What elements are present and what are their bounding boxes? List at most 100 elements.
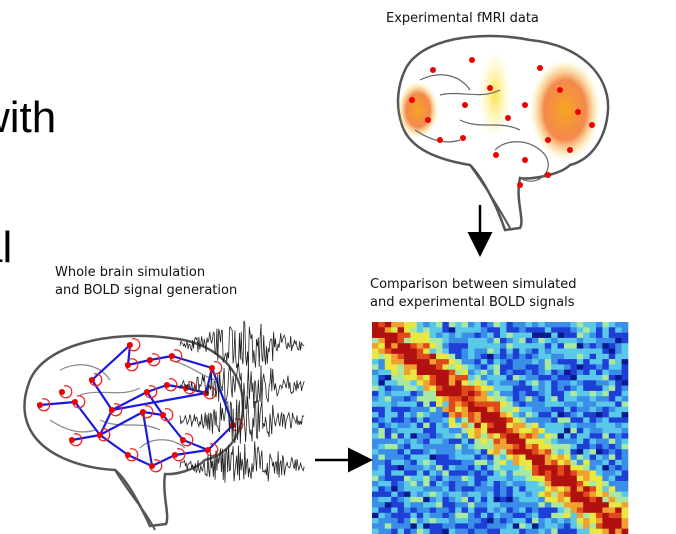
matrix-cell xyxy=(410,375,417,381)
matrix-cell xyxy=(449,333,456,339)
matrix-cell xyxy=(494,327,501,333)
matrix-cell xyxy=(609,359,616,365)
matrix-cell xyxy=(404,333,411,339)
matrix-cell xyxy=(500,407,507,413)
matrix-cell xyxy=(564,486,571,492)
matrix-cell xyxy=(558,349,565,355)
matrix-cell xyxy=(538,508,545,514)
matrix-cell xyxy=(558,412,565,418)
matrix-cell xyxy=(404,364,411,370)
matrix-cell xyxy=(622,402,629,408)
matrix-cell xyxy=(506,412,513,418)
matrix-cell xyxy=(590,359,597,365)
matrix-cell xyxy=(385,465,392,471)
matrix-cell xyxy=(423,349,430,355)
matrix-cell xyxy=(590,354,597,360)
matrix-cell xyxy=(513,508,520,514)
matrix-cell xyxy=(468,359,475,365)
matrix-cell xyxy=(538,439,545,445)
matrix-cell xyxy=(481,396,488,402)
matrix-cell xyxy=(570,465,577,471)
matrix-cell xyxy=(391,380,398,386)
matrix-cell xyxy=(519,428,526,434)
matrix-cell xyxy=(378,327,385,333)
matrix-cell xyxy=(417,343,424,349)
matrix-cell xyxy=(506,349,513,355)
matrix-cell xyxy=(506,428,513,434)
matrix-cell xyxy=(417,486,424,492)
matrix-cell xyxy=(506,338,513,344)
matrix-cell xyxy=(436,322,443,328)
matrix-cell xyxy=(583,370,590,376)
matrix-cell xyxy=(455,402,462,408)
matrix-cell xyxy=(545,380,552,386)
matrix-cell xyxy=(551,465,558,471)
matrix-cell xyxy=(398,402,405,408)
matrix-cell xyxy=(455,439,462,445)
matrix-cell xyxy=(487,523,494,529)
matrix-cell xyxy=(500,333,507,339)
matrix-cell xyxy=(500,423,507,429)
matrix-cell xyxy=(449,508,456,514)
matrix-cell xyxy=(506,370,513,376)
matrix-cell xyxy=(430,449,437,455)
matrix-cell xyxy=(481,423,488,429)
matrix-cell xyxy=(500,343,507,349)
matrix-cell xyxy=(462,370,469,376)
matrix-cell xyxy=(385,486,392,492)
matrix-cell xyxy=(583,502,590,508)
matrix-cell xyxy=(417,349,424,355)
matrix-cell xyxy=(385,492,392,498)
matrix-cell xyxy=(590,502,597,508)
matrix-cell xyxy=(436,449,443,455)
matrix-cell xyxy=(551,433,558,439)
matrix-cell xyxy=(391,423,398,429)
matrix-cell xyxy=(494,455,501,461)
matrix-cell xyxy=(385,375,392,381)
matrix-cell xyxy=(494,349,501,355)
matrix-cell xyxy=(615,513,622,519)
matrix-cell xyxy=(615,359,622,365)
matrix-cell xyxy=(436,327,443,333)
matrix-cell xyxy=(462,327,469,333)
matrix-cell xyxy=(513,449,520,455)
matrix-cell xyxy=(596,417,603,423)
matrix-cell xyxy=(513,481,520,487)
matrix-cell xyxy=(545,529,552,534)
matrix-cell xyxy=(513,523,520,529)
matrix-cell xyxy=(449,513,456,519)
matrix-cell xyxy=(590,433,597,439)
matrix-cell xyxy=(615,481,622,487)
matrix-cell xyxy=(577,338,584,344)
matrix-cell xyxy=(455,322,462,328)
matrix-cell xyxy=(462,343,469,349)
panel-title: Experimental fMRI data xyxy=(386,11,539,26)
matrix-cell xyxy=(372,455,379,461)
matrix-cell xyxy=(538,455,545,461)
matrix-cell xyxy=(436,497,443,503)
matrix-cell xyxy=(468,338,475,344)
matrix-cell xyxy=(532,322,539,328)
matrix-cell xyxy=(506,529,513,534)
matrix-cell xyxy=(545,481,552,487)
matrix-cell xyxy=(519,423,526,429)
matrix-cell xyxy=(487,380,494,386)
matrix-cell xyxy=(385,476,392,482)
matrix-cell xyxy=(372,481,379,487)
matrix-cell xyxy=(385,391,392,397)
matrix-cell xyxy=(436,465,443,471)
matrix-cell xyxy=(609,433,616,439)
matrix-cell xyxy=(551,481,558,487)
matrix-cell xyxy=(583,327,590,333)
matrix-cell xyxy=(564,412,571,418)
matrix-cell xyxy=(378,423,385,429)
matrix-cell xyxy=(442,523,449,529)
matrix-cell xyxy=(596,497,603,503)
matrix-cell xyxy=(455,380,462,386)
matrix-cell xyxy=(513,433,520,439)
matrix-cell xyxy=(430,439,437,445)
matrix-cell xyxy=(378,412,385,418)
matrix-cell xyxy=(500,402,507,408)
matrix-cell xyxy=(596,423,603,429)
matrix-cell xyxy=(474,412,481,418)
